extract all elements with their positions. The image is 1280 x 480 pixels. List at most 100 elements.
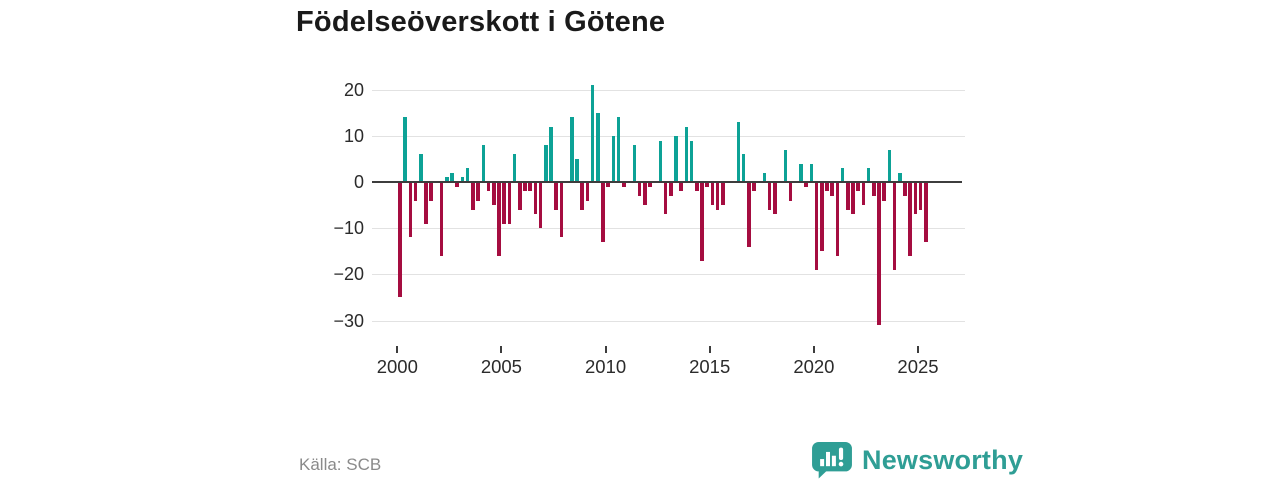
bar-positive [898,172,902,182]
x-axis-tick [396,346,399,353]
bar-negative [773,182,777,215]
x-axis-tick [500,346,503,353]
newsworthy-icon [812,441,852,479]
bar-positive [840,168,845,182]
logo-exclamation-dot [838,461,844,467]
bar-negative [835,182,840,256]
bar-positive [460,177,465,182]
bar-negative [903,182,907,196]
gridline [372,135,965,137]
bar-positive [570,117,574,182]
bar-negative [721,182,725,206]
bar-positive [481,145,486,182]
bar-negative [408,182,413,238]
bar-negative [559,182,564,238]
bar-negative [455,182,460,187]
bar-negative [825,182,829,192]
y-axis-tick-label: −20 [333,264,364,285]
bar-negative [819,182,824,252]
bar-negative [585,182,590,201]
bar-negative [398,182,402,298]
gridline [372,320,965,322]
x-axis-tick-label: 2015 [689,356,731,377]
bar-positive [419,154,423,182]
bar-negative [788,182,793,201]
bar-negative [747,182,751,247]
bar-positive [549,126,553,182]
bar-positive [611,135,616,182]
bar-negative [700,182,704,261]
zero-axis-line [372,180,962,184]
bar-negative [601,182,605,242]
bar-positive [799,163,803,182]
bar-negative [705,182,709,187]
x-axis-tick [812,346,815,353]
bar-negative [533,182,538,215]
logo-bar-short [820,459,825,467]
bar-negative [429,182,434,201]
bar-negative [580,182,585,210]
bar-positive [762,172,767,182]
bar-negative [471,182,475,210]
source-attribution: Källa: SCB [299,455,382,474]
bar-positive [684,126,689,182]
x-axis-tick [917,346,919,353]
bar-negative [695,182,699,192]
bar-negative [491,182,496,206]
bar-positive [544,145,548,182]
bar-negative [918,182,923,210]
bar-positive [632,145,637,182]
bar-negative [538,182,543,229]
bar-negative [814,182,819,270]
logo-bar-tall [826,451,831,467]
chart-title: Födelseöverskott i Götene [296,6,666,38]
bar-positive [465,168,470,182]
bar-negative [517,182,522,210]
bar-negative [663,182,668,215]
newsworthy-wordmark: Newsworthy [862,444,1024,475]
bar-negative [528,182,532,192]
bar-positive [512,154,517,182]
y-axis-tick-label: 10 [343,125,364,146]
bar-negative [476,182,480,201]
bar-negative [846,182,850,210]
bar-positive [736,122,741,182]
bar-positive [596,112,600,182]
bar-negative [851,182,855,215]
bar-negative [861,182,866,206]
bar-negative [668,182,673,196]
y-axis-tick-label: −10 [333,218,364,239]
logo-bar-mid [831,455,836,467]
x-axis-tick [708,346,711,353]
bar-negative [882,182,887,201]
bar-negative [523,182,527,192]
y-axis-tick-label: −30 [333,310,364,331]
logo-exclamation-stem [838,447,844,460]
x-axis-tick-label: 2005 [480,356,522,377]
bar-negative [715,182,720,210]
bar-positive [616,117,621,182]
bar-negative [642,182,647,206]
bar-positive [809,163,814,182]
x-axis-tick-label: 2010 [585,356,627,377]
bar-positive [741,154,746,182]
bar-negative [752,182,756,192]
bar-negative [439,182,444,256]
bar-negative [622,182,626,187]
y-axis-tick-label: 20 [343,79,364,100]
bar-negative [554,182,558,210]
bar-negative [648,182,652,187]
bar-negative [924,182,928,242]
bar-negative [892,182,897,270]
x-axis-tick-label: 2000 [376,356,418,377]
bar-negative [913,182,918,215]
x-axis-tick-label: 2025 [897,356,939,377]
bar-negative [872,182,876,196]
bar-positive [783,149,788,182]
bar-negative [877,182,881,326]
bar-positive [445,177,449,182]
gridline [372,274,965,276]
bar-negative [710,182,715,206]
bar-negative [679,182,683,192]
